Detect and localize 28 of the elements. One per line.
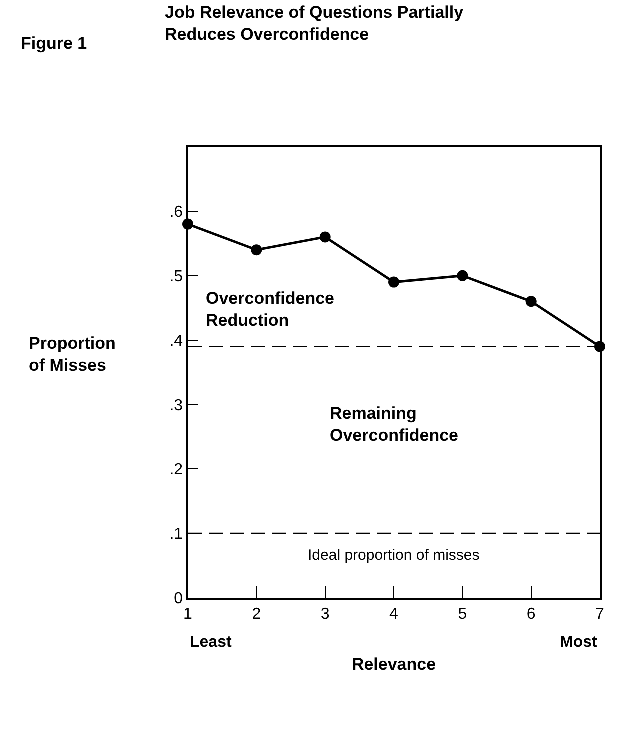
y-tick-label: .5 — [170, 268, 184, 286]
annotation: Ideal proportion of misses — [308, 547, 480, 564]
y-tick-label: .6 — [170, 204, 184, 222]
text: Least — [190, 634, 232, 651]
point — [320, 232, 331, 243]
point — [526, 296, 537, 308]
caption: Figure 1 — [21, 34, 88, 53]
x-tick-label: 2 — [252, 606, 262, 623]
x-tick-label: 7 — [596, 606, 605, 623]
x-tick-label: 3 — [320, 606, 330, 623]
annotation: Remaining Overconfidence — [330, 404, 458, 446]
point — [457, 270, 468, 282]
annotation: Overconfidence Reduction — [206, 289, 334, 330]
y-axis-title: Proportion of Misses — [29, 334, 116, 376]
chart-title: Job Relevance of Questions Partially Reduces Overconfidence — [165, 3, 464, 44]
x-tick-label: 4 — [390, 606, 399, 623]
point — [388, 276, 400, 288]
y-tick-label: 0 — [174, 590, 184, 608]
x-tick-label: 6 — [526, 606, 536, 623]
point — [251, 244, 262, 256]
y-tick-label: .3 — [170, 397, 184, 414]
x-tick-label: 5 — [458, 606, 468, 623]
x-axis-title: Relevance — [352, 654, 436, 674]
text: Most — [560, 634, 598, 651]
y-tick-label: .1 — [170, 526, 184, 544]
x-tick-label: 1 — [184, 606, 193, 623]
y-tick-label: .2 — [170, 462, 184, 479]
y-tick-label: .4 — [170, 332, 184, 350]
